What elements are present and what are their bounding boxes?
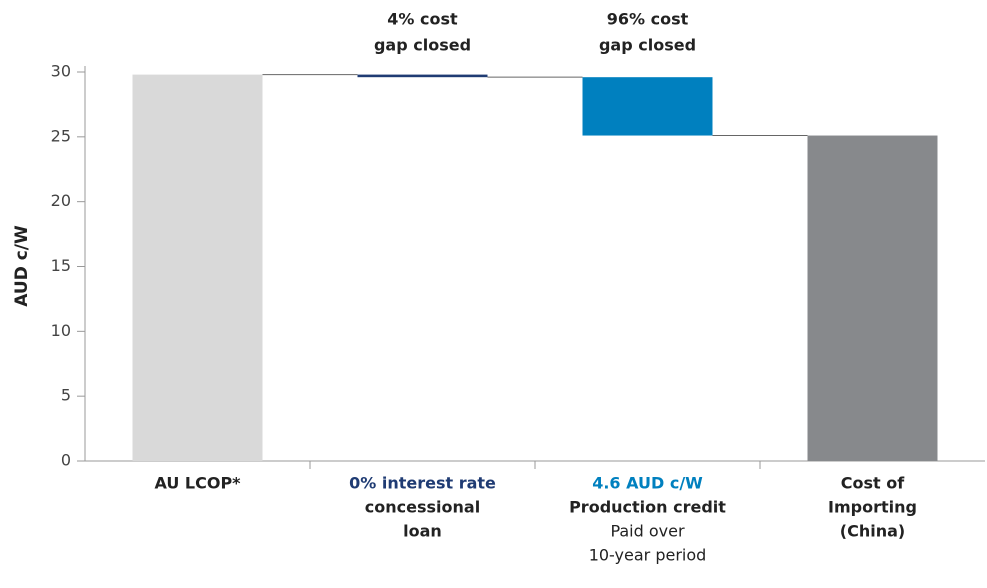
annotation: gap closed (599, 36, 696, 55)
y-tick-label: 0 (61, 451, 71, 470)
x-tick-label: loan (403, 522, 442, 541)
x-tick-label: concessional (365, 498, 480, 517)
x-tick-label: Cost of (841, 474, 905, 493)
bar (357, 74, 488, 78)
y-tick-label: 20 (51, 191, 71, 210)
bar (582, 77, 713, 136)
x-tick-label: AU LCOP* (154, 474, 241, 493)
x-tick-label: Importing (828, 498, 917, 517)
bar (807, 135, 938, 461)
x-tick-label: (China) (840, 522, 905, 541)
y-tick-label: 5 (61, 386, 71, 405)
x-tick-label: Paid over (610, 522, 685, 541)
y-axis-label: AUD c/W (12, 225, 32, 307)
y-tick-label: 15 (51, 256, 71, 275)
x-tick-label: Production credit (569, 498, 726, 517)
bar (132, 74, 263, 462)
annotation: 96% cost (607, 10, 689, 29)
x-tick-label: 10-year period (589, 546, 707, 565)
annotation: 4% cost (387, 10, 458, 29)
y-tick-label: 10 (51, 321, 71, 340)
x-tick-label: 4.6 AUD c/W (592, 474, 703, 493)
y-tick-label: 30 (51, 62, 71, 81)
y-tick-label: 25 (51, 126, 71, 145)
x-tick-label: 0% interest rate (349, 474, 496, 493)
annotation: gap closed (374, 36, 471, 55)
